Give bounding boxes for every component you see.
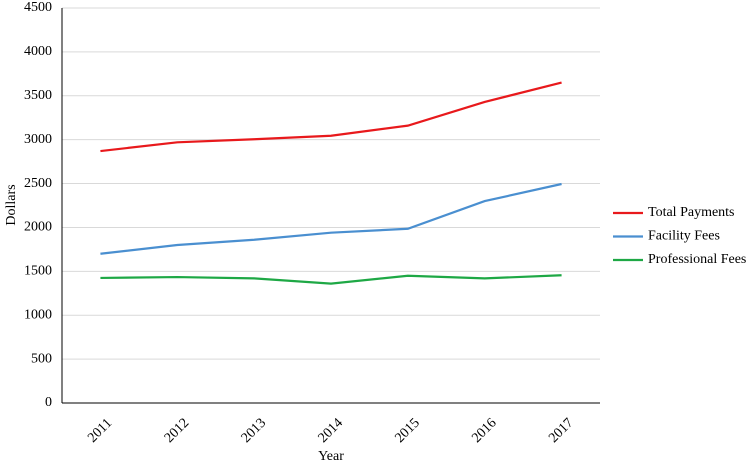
x-tick-label: 2017 <box>546 416 576 446</box>
series-line <box>100 274 562 285</box>
x-tick-label: 2012 <box>162 416 192 446</box>
x-tick-label: 2013 <box>239 416 269 446</box>
legend-label: Professional Fees <box>648 252 746 267</box>
series-line <box>100 182 562 255</box>
y-tick-label: 3000 <box>24 132 52 147</box>
x-tick-label: 2016 <box>469 416 499 446</box>
series-line <box>100 81 562 153</box>
y-tick-label: 4500 <box>24 0 52 15</box>
x-tick-label: 2014 <box>316 416 346 446</box>
legend-label: Total Payments <box>648 205 735 220</box>
x-tick-label: 2015 <box>392 416 422 446</box>
y-tick-label: 3500 <box>24 88 52 103</box>
y-tick-label: 2500 <box>24 176 52 191</box>
y-tick-label: 0 <box>45 395 52 410</box>
y-tick-label: 4000 <box>24 44 52 59</box>
y-tick-label: 1500 <box>24 264 52 279</box>
x-tick-label: 2011 <box>85 416 115 446</box>
y-tick-label: 500 <box>31 351 52 366</box>
x-axis-label: Year <box>318 449 344 464</box>
legend-label: Facility Fees <box>648 229 720 244</box>
y-tick-label: 1000 <box>24 307 52 322</box>
y-tick-label: 2000 <box>24 220 52 235</box>
y-axis-label: Dollars <box>4 184 19 225</box>
